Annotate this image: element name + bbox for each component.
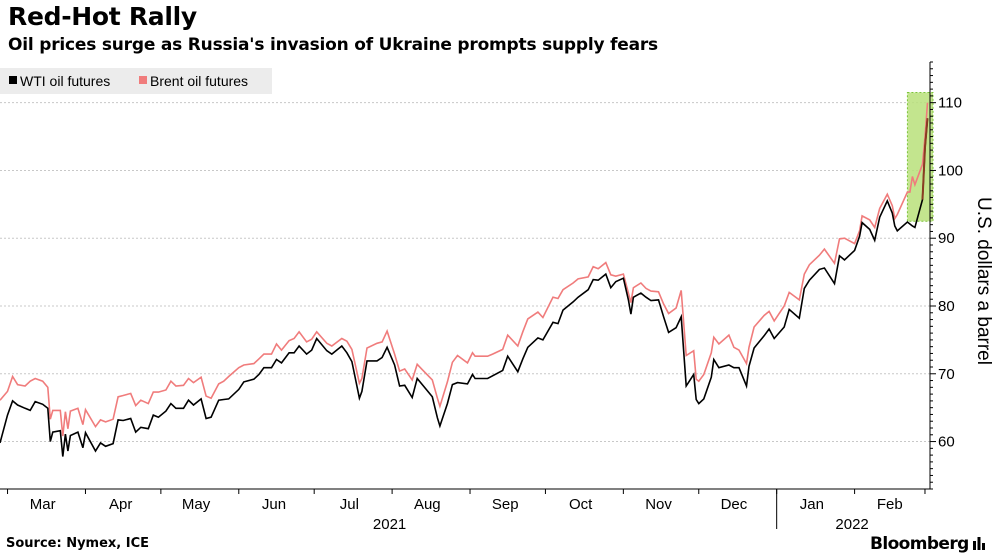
x-tick-label: Mar <box>30 496 56 513</box>
y-axis-title: U.S. dollars a barrel <box>973 197 994 365</box>
legend-label-wti: WTI oil futures <box>20 73 110 89</box>
y-tick-label: 70 <box>938 366 955 383</box>
x-tick-label: Jun <box>262 496 286 513</box>
gridlines <box>0 102 930 443</box>
x-tick-label: Jan <box>800 496 824 513</box>
source-note: Source: Nymex, ICE <box>6 536 150 551</box>
x-year-label: 2022 <box>835 516 868 533</box>
x-tick-label: Feb <box>877 496 903 513</box>
x-tick-label: Oct <box>569 496 593 513</box>
brent-series-line <box>0 102 929 437</box>
highlight-box <box>906 92 934 222</box>
bar-chart-icon <box>972 537 985 550</box>
y-tick-label: 90 <box>938 230 955 247</box>
x-axis: Mar Apr May Jun Jul Aug Sep Oct Nov Dec Jan Feb 2021… <box>0 488 930 533</box>
legend-background <box>0 68 272 94</box>
chart-subtitle: Oil prices surge as Russia's invasion of… <box>8 35 658 55</box>
surge-line <box>921 118 929 200</box>
x-year-label: 2021 <box>373 516 406 533</box>
legend-swatch-brent <box>139 76 147 84</box>
brand-logo: Bloomberg <box>870 534 985 554</box>
x-tick-label: Jul <box>340 496 359 513</box>
legend: WTI oil futures Brent oil futures <box>0 68 272 94</box>
y-axis: 60 70 80 90 100 110 <box>929 61 963 490</box>
y-tick-label: 100 <box>938 162 963 179</box>
legend-label-brent: Brent oil futures <box>150 73 248 89</box>
y-tick-label: 110 <box>938 95 962 112</box>
legend-swatch-wti <box>9 76 17 84</box>
x-tick-label: May <box>182 496 211 513</box>
x-tick-label: Aug <box>414 496 441 513</box>
brand-name: Bloomberg <box>870 534 969 554</box>
y-tick-label: 60 <box>938 434 955 451</box>
chart-title: Red-Hot Rally <box>8 2 197 31</box>
y-tick-label: 80 <box>938 298 955 315</box>
x-tick-label: Apr <box>109 496 132 513</box>
wti-series-line <box>0 118 929 457</box>
x-tick-label: Nov <box>645 496 672 513</box>
x-tick-label: Sep <box>492 496 519 513</box>
x-tick-label: Dec <box>721 496 748 513</box>
